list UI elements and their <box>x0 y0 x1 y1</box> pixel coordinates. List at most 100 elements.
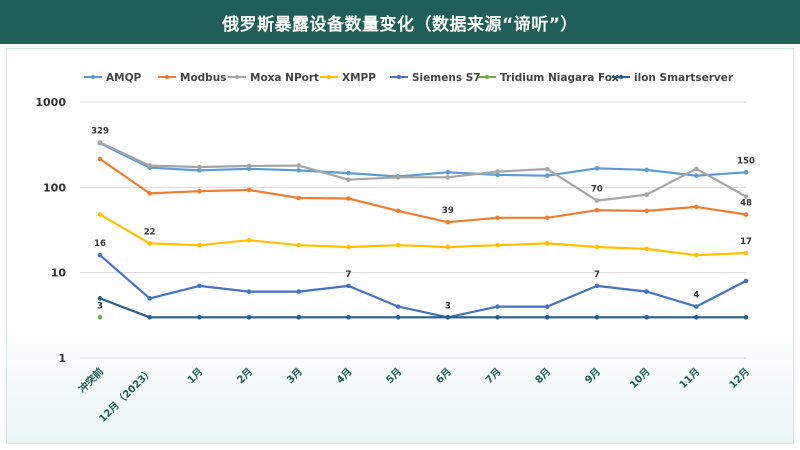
legend-entry: AMQP <box>106 72 142 84</box>
data-point <box>97 314 103 320</box>
data-point <box>743 278 749 284</box>
data-point <box>97 156 103 162</box>
data-point <box>97 296 103 301</box>
x-tick-label: 2月 <box>235 366 255 386</box>
legend-entry: Modbus <box>180 72 226 84</box>
data-point <box>197 314 202 320</box>
data-point <box>346 314 351 320</box>
data-point <box>743 212 749 217</box>
data-point <box>445 175 451 180</box>
data-point <box>346 170 351 176</box>
data-point <box>594 207 600 213</box>
data-point <box>495 169 500 174</box>
data-point <box>97 140 103 145</box>
data-point <box>395 314 401 320</box>
data-point <box>644 246 649 252</box>
legend-marker <box>396 74 402 80</box>
data-point <box>97 252 103 258</box>
data-point <box>495 314 500 320</box>
data-point <box>644 208 649 214</box>
data-label: 329 <box>91 127 109 137</box>
data-point <box>445 244 451 250</box>
data-point <box>246 237 252 243</box>
data-label: 70 <box>591 185 603 195</box>
data-point <box>296 195 302 201</box>
data-point <box>97 212 103 217</box>
legend-marker <box>90 74 96 80</box>
data-point <box>346 244 351 250</box>
y-tick-label: 1 <box>58 352 66 365</box>
data-point <box>197 168 202 173</box>
data-point <box>743 314 749 320</box>
data-label: 3 <box>97 301 103 311</box>
data-point <box>246 314 252 320</box>
data-label: 39 <box>442 206 454 216</box>
data-point <box>594 198 600 203</box>
data-point <box>544 241 550 246</box>
data-point <box>147 163 152 168</box>
data-point <box>445 314 451 320</box>
series-line-modbus <box>99 158 747 224</box>
y-tick-label: 100 <box>43 181 66 194</box>
data-point <box>395 242 401 248</box>
legend-marker <box>618 74 624 80</box>
data-point <box>445 219 451 225</box>
data-point <box>544 173 550 178</box>
data-point <box>346 283 351 289</box>
data-point <box>743 194 749 199</box>
data-point <box>743 170 749 175</box>
legend-marker <box>326 74 332 80</box>
data-point <box>346 196 351 201</box>
data-label: 7 <box>346 270 352 280</box>
data-point <box>694 204 699 210</box>
x-tick-label: 10月 <box>627 366 652 391</box>
legend-marker <box>164 74 170 80</box>
series-line-siemens-s7 <box>99 254 747 319</box>
data-point <box>395 175 401 180</box>
data-point <box>296 289 302 294</box>
data-point <box>694 314 699 320</box>
data-point <box>296 163 302 168</box>
data-point <box>495 215 500 221</box>
data-point <box>694 252 699 258</box>
legend-marker <box>484 74 490 80</box>
data-point <box>147 296 152 301</box>
data-point <box>346 177 351 182</box>
data-point <box>644 192 649 197</box>
data-point <box>694 304 699 309</box>
data-point <box>445 170 451 175</box>
x-tick-label: 冲突前 <box>76 365 106 395</box>
legend-entry: Tridium Niagara Fox <box>500 72 619 84</box>
data-point <box>296 314 302 320</box>
data-point <box>694 173 699 178</box>
data-point <box>544 314 550 320</box>
x-tick-label: 6月 <box>433 366 453 386</box>
legend-entry: Moxa NPort <box>250 72 319 84</box>
data-label: 22 <box>144 227 156 237</box>
data-point <box>495 304 500 309</box>
x-tick-label: 5月 <box>384 366 404 386</box>
data-label: 3 <box>445 301 451 311</box>
data-point <box>544 166 550 172</box>
x-tick-label: 11月 <box>677 366 702 391</box>
data-point <box>594 166 600 171</box>
data-label: 17 <box>740 237 752 247</box>
data-point <box>246 289 252 294</box>
data-point <box>147 191 152 196</box>
data-label: 150 <box>737 156 755 166</box>
data-point <box>147 314 152 320</box>
chart-title: 俄罗斯暴露设备数量变化（数据来源“谛听”） <box>0 0 800 44</box>
data-point <box>395 304 401 309</box>
x-tick-label: 9月 <box>583 366 603 386</box>
x-tick-label: 8月 <box>533 366 553 386</box>
data-label: 16 <box>94 239 106 249</box>
x-tick-label: 12月 <box>727 366 752 391</box>
data-point <box>395 208 401 214</box>
legend-entry: XMPP <box>342 72 376 84</box>
legend-entry: ilon Smartserver <box>634 72 734 84</box>
data-label: 4 <box>693 291 699 301</box>
data-point <box>147 241 152 246</box>
series-line-ilon-smartserver <box>99 297 746 319</box>
series-line-moxa-nport <box>99 141 747 202</box>
